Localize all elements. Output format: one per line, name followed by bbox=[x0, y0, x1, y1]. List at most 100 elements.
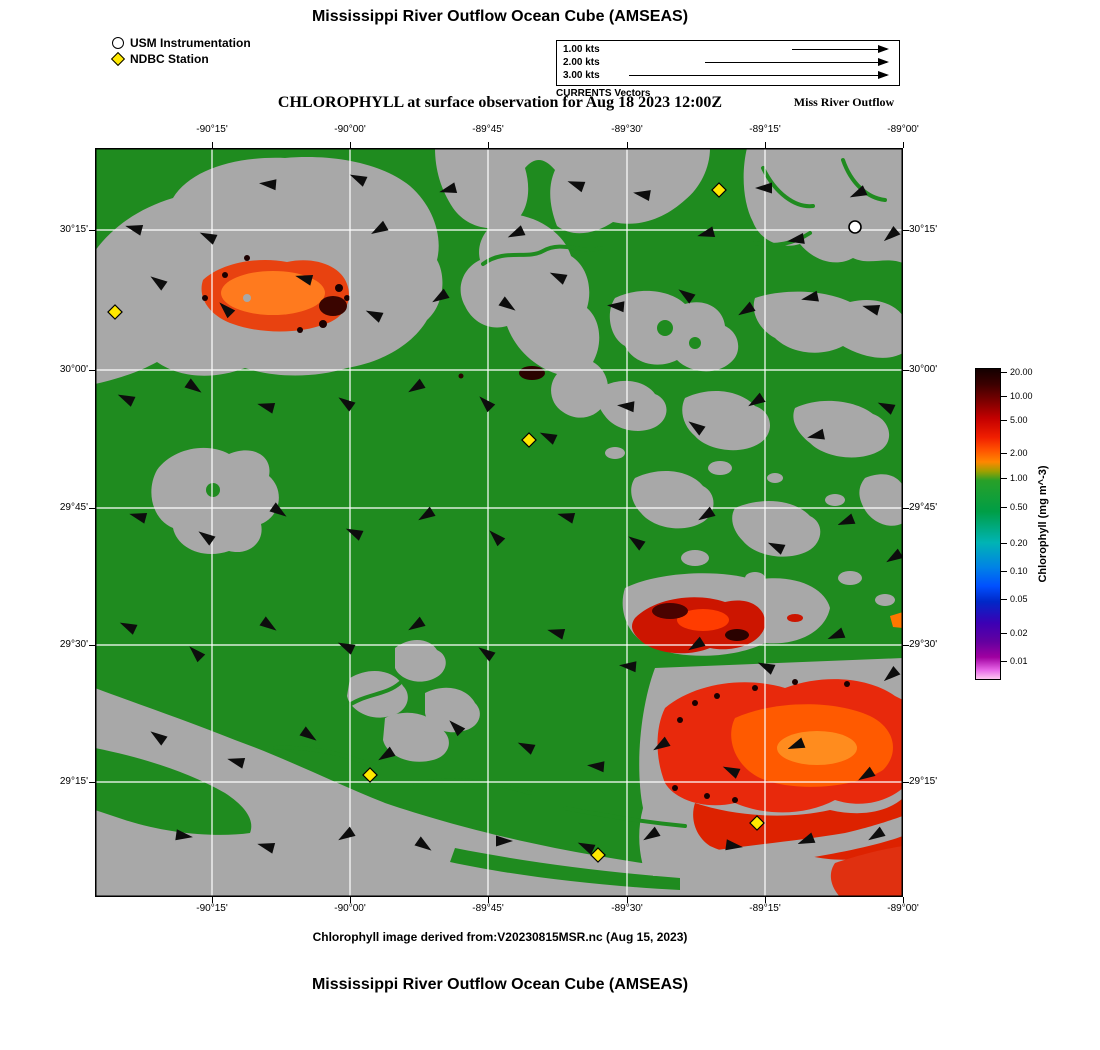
x-tick-label-top: -89°45' bbox=[472, 124, 504, 135]
ndbc-station-marker bbox=[711, 182, 727, 198]
colorbar-tick-label: 1.00 bbox=[1010, 473, 1028, 484]
vector-row-2: 2.00 kts bbox=[557, 56, 899, 69]
ndbc-station-marker bbox=[521, 432, 537, 448]
x-tick-label-bottom: -90°15' bbox=[196, 903, 228, 914]
current-arrow bbox=[150, 731, 168, 746]
colorbar-tick-label: 10.00 bbox=[1010, 391, 1033, 402]
current-arrow bbox=[577, 842, 596, 855]
currents-vector-legend: 1.00 kts 2.00 kts 3.00 kts bbox=[556, 40, 900, 86]
current-arrow bbox=[688, 421, 706, 436]
current-arrow bbox=[787, 233, 805, 244]
current-arrow bbox=[827, 627, 846, 639]
y-tickmark bbox=[903, 230, 909, 231]
current-arrow bbox=[748, 392, 766, 407]
current-arrow bbox=[787, 737, 806, 749]
x-tickmark bbox=[765, 897, 766, 903]
current-arrow bbox=[807, 428, 825, 440]
current-arrow bbox=[378, 746, 396, 761]
current-arrow bbox=[345, 528, 364, 541]
current-arrow bbox=[549, 272, 568, 285]
current-arrow bbox=[557, 513, 576, 524]
current-arrow bbox=[337, 642, 356, 655]
colorbar-tickmark bbox=[1001, 543, 1007, 545]
x-tickmark bbox=[903, 142, 904, 148]
current-arrow bbox=[439, 182, 458, 193]
y-tick-label-left: 30°00' bbox=[59, 364, 88, 375]
x-tickmark bbox=[488, 897, 489, 903]
current-arrow bbox=[257, 843, 276, 854]
current-arrow bbox=[837, 513, 856, 525]
usm-station-marker bbox=[848, 220, 862, 234]
current-arrow bbox=[862, 305, 881, 316]
current-arrow bbox=[653, 736, 671, 751]
ndbc-station-marker bbox=[749, 815, 765, 831]
current-arrow bbox=[725, 839, 743, 851]
map-canvas bbox=[95, 148, 903, 897]
vector-arrow-3-icon bbox=[629, 71, 889, 79]
vector-arrow-2-icon bbox=[705, 58, 889, 66]
ndbc-diamond-icon bbox=[110, 51, 126, 67]
x-tick-label-bottom: -89°30' bbox=[611, 903, 643, 914]
ndbc-legend-label: NDBC Station bbox=[130, 52, 209, 66]
x-tickmark bbox=[212, 897, 213, 903]
x-tick-label-top: -89°00' bbox=[887, 124, 919, 135]
x-tickmark bbox=[765, 142, 766, 148]
y-tick-label-left: 29°45' bbox=[59, 502, 88, 513]
colorbar-tick-label: 0.05 bbox=[1010, 593, 1028, 604]
current-arrow bbox=[607, 301, 625, 313]
y-tickmark bbox=[89, 645, 95, 646]
x-tick-label-top: -89°15' bbox=[749, 124, 781, 135]
y-tickmark bbox=[89, 370, 95, 371]
ndbc-station-marker bbox=[362, 767, 378, 783]
legend-row-ndbc: NDBC Station bbox=[110, 51, 251, 67]
current-arrow bbox=[257, 403, 276, 414]
colorbar-tickmark bbox=[1001, 598, 1007, 600]
symbol-legend: USM Instrumentation NDBC Station bbox=[110, 35, 251, 67]
y-tick-label-right: 30°00' bbox=[909, 364, 938, 375]
x-tickmark bbox=[488, 142, 489, 148]
y-tick-label-left: 30°15' bbox=[59, 224, 88, 235]
current-arrow bbox=[227, 758, 246, 769]
current-arrow bbox=[219, 302, 236, 319]
current-arrow bbox=[797, 832, 816, 844]
colorbar-tickmark bbox=[1001, 660, 1007, 662]
x-tick-label-bottom: -89°00' bbox=[887, 903, 919, 914]
current-arrow bbox=[567, 181, 586, 193]
current-arrow bbox=[259, 616, 277, 631]
current-arrow bbox=[432, 288, 450, 303]
y-tickmark bbox=[903, 370, 909, 371]
vector-row-1: 1.00 kts bbox=[557, 43, 899, 56]
current-arrow bbox=[757, 662, 776, 675]
current-arrow bbox=[633, 190, 651, 201]
current-arrow bbox=[478, 647, 496, 662]
current-arrow bbox=[269, 502, 287, 517]
current-vectors bbox=[117, 174, 903, 855]
y-tickmark bbox=[903, 645, 909, 646]
usm-circle-icon bbox=[112, 37, 124, 49]
usm-legend-label: USM Instrumentation bbox=[130, 36, 251, 50]
current-arrow bbox=[877, 402, 896, 415]
current-arrow bbox=[539, 432, 558, 445]
current-arrow bbox=[299, 726, 317, 741]
colorbar-tickmark bbox=[1001, 452, 1007, 454]
vector-row-1-label: 1.00 kts bbox=[563, 44, 600, 55]
current-arrow bbox=[408, 378, 426, 393]
colorbar-tick-label: 20.00 bbox=[1010, 367, 1033, 378]
current-arrow bbox=[678, 289, 696, 304]
colorbar-tick-label: 0.01 bbox=[1010, 655, 1028, 666]
current-arrow bbox=[868, 826, 886, 841]
colorbar-tickmark bbox=[1001, 632, 1007, 634]
colorbar-tick-label: 0.10 bbox=[1010, 566, 1028, 577]
x-tick-label-top: -89°30' bbox=[611, 124, 643, 135]
current-arrow bbox=[858, 766, 876, 781]
current-arrow bbox=[801, 290, 819, 302]
current-arrow bbox=[414, 836, 432, 851]
current-arrow bbox=[767, 542, 786, 555]
current-arrow bbox=[643, 826, 661, 841]
x-tickmark bbox=[627, 897, 628, 903]
x-tick-label-bottom: -89°15' bbox=[749, 903, 781, 914]
current-arrow bbox=[849, 185, 868, 198]
y-tickmark bbox=[903, 508, 909, 509]
source-caption: Chlorophyll image derived from:V20230815… bbox=[312, 930, 688, 944]
